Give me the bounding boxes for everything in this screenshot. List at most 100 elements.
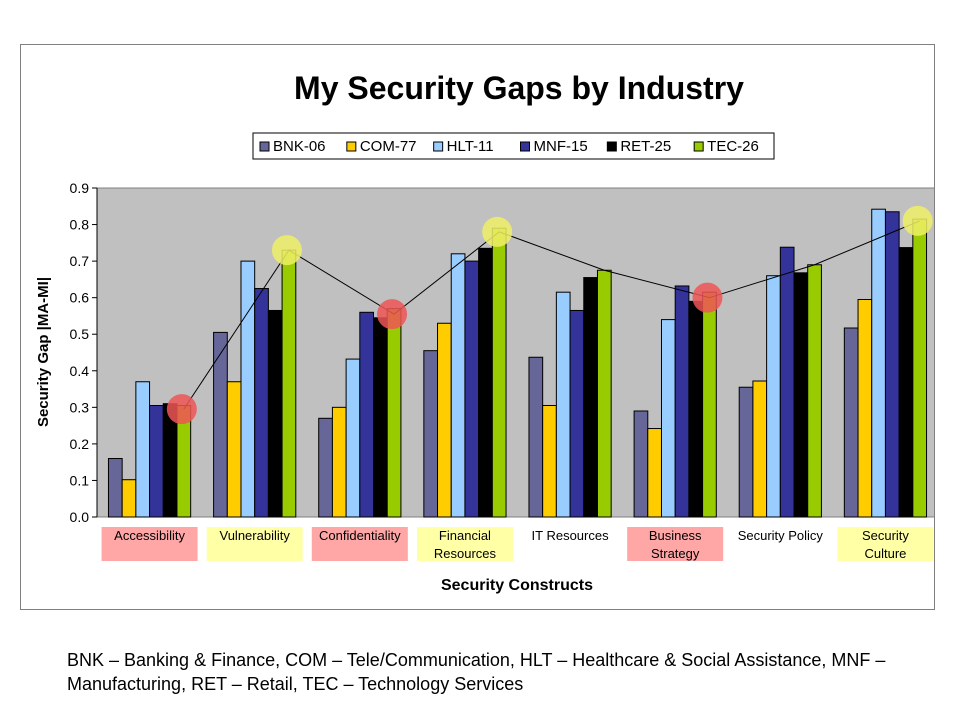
x-axis-title: Security Constructs xyxy=(441,577,593,594)
bar-hlt-11 xyxy=(240,260,256,518)
legend-label: BNK-06 xyxy=(273,138,326,155)
bar-bnk-06 xyxy=(528,356,544,518)
bar-bnk-06 xyxy=(843,327,859,518)
y-tick-label: 0.3 xyxy=(70,399,90,415)
bar-bnk-06 xyxy=(318,417,333,518)
chart-frame: My Security Gaps by Industry BNK-06 COM-7… xyxy=(20,44,935,610)
category-label: Strategy xyxy=(651,546,700,561)
y-tick-label: 0.0 xyxy=(70,509,90,525)
category-label: IT Resources xyxy=(532,528,610,543)
bar-mnf-15 xyxy=(674,285,690,518)
trend-polyline xyxy=(183,220,920,410)
bar-ret-25 xyxy=(898,247,914,518)
bar-ret-25 xyxy=(373,317,388,518)
bar-tec-26 xyxy=(386,308,402,518)
legend-swatch xyxy=(259,141,270,152)
legend-box xyxy=(252,132,775,160)
bar-tec-26 xyxy=(807,264,822,518)
category-label: Security xyxy=(862,528,909,543)
category-highlight-red xyxy=(627,527,724,561)
y-tick-label: 0.6 xyxy=(70,290,90,306)
bar-tec-26 xyxy=(281,249,297,518)
category-label: Resources xyxy=(434,546,497,561)
trend-marker-red xyxy=(377,299,408,330)
bar-mnf-15 xyxy=(254,288,269,518)
bar-com-77 xyxy=(226,381,242,518)
bar-com-77 xyxy=(542,405,557,518)
legend: BNK-06 COM-77 HLT-11 MNF-15 RET-25 TEC-26 xyxy=(252,132,775,160)
bar-com-77 xyxy=(647,428,662,518)
category-label: Confidentiality xyxy=(319,528,401,543)
y-axis-title: Security Gap |MA-MI| xyxy=(35,277,52,427)
bar-hlt-11 xyxy=(660,319,676,518)
category-label: Accessibility xyxy=(114,528,185,543)
bar-mnf-15 xyxy=(779,246,795,518)
bar-com-77 xyxy=(752,380,768,518)
legend-swatch xyxy=(433,141,444,152)
bar-bnk-06 xyxy=(423,350,439,518)
bar-tec-26 xyxy=(596,269,612,518)
bar-hlt-11 xyxy=(871,208,886,518)
bar-hlt-11 xyxy=(555,291,571,518)
category-label: Financial xyxy=(439,528,491,543)
bar-ret-25 xyxy=(478,247,493,518)
bar-mnf-15 xyxy=(149,405,164,518)
bar-com-77 xyxy=(331,406,347,518)
bar-tec-26 xyxy=(491,227,507,518)
y-tick-label: 0.5 xyxy=(70,326,90,342)
category-label: Business xyxy=(649,528,702,543)
trend-marker-yellow xyxy=(902,205,933,236)
category-highlight-yellow xyxy=(416,527,513,561)
category-label: Security Policy xyxy=(738,528,824,543)
bar-mnf-15 xyxy=(884,211,900,518)
legend-swatch xyxy=(693,141,704,152)
legend-swatch xyxy=(346,141,357,152)
y-tick-label: 0.1 xyxy=(70,472,90,488)
y-tick-label: 0.2 xyxy=(70,436,90,452)
legend-label: MNF-15 xyxy=(534,138,588,155)
bar-bnk-06 xyxy=(633,410,649,518)
bar-com-77 xyxy=(437,322,452,518)
bar-tec-26 xyxy=(912,218,928,518)
legend-label: TEC-26 xyxy=(707,138,759,155)
legend-label: RET-25 xyxy=(620,138,671,155)
bar-hlt-11 xyxy=(450,253,466,518)
trend-line xyxy=(166,205,933,425)
category-highlight-red xyxy=(311,527,408,561)
bar-mnf-15 xyxy=(569,309,585,518)
trend-marker-yellow xyxy=(482,216,513,247)
trend-marker-yellow xyxy=(271,235,302,266)
y-axis: 0.0 0.1 0.2 0.3 0.4 0.5 0.6 0.7 0.8 0.9 xyxy=(70,180,98,525)
bar-hlt-11 xyxy=(135,381,151,518)
category-highlight-yellow xyxy=(837,527,934,561)
legend-label: COM-77 xyxy=(360,138,417,155)
trend-marker-red xyxy=(166,394,197,425)
bar-chart: My Security Gaps by Industry BNK-06 COM-7… xyxy=(35,70,934,594)
legend-caption: BNK – Banking & Finance, COM – Tele/Comm… xyxy=(67,650,886,694)
category-highlight-red xyxy=(101,527,198,561)
bar-mnf-15 xyxy=(464,260,480,518)
category-label: Culture xyxy=(864,546,906,561)
bar-ret-25 xyxy=(793,272,809,518)
category-highlight-yellow xyxy=(206,527,303,561)
bar-bnk-06 xyxy=(107,458,123,518)
legend-swatch xyxy=(520,141,530,152)
category-label: Vulnerability xyxy=(220,528,291,543)
bar-com-77 xyxy=(857,298,873,518)
y-tick-label: 0.4 xyxy=(70,363,90,379)
bar-bnk-06 xyxy=(213,331,228,518)
bar-ret-25 xyxy=(688,300,704,518)
bar-bnk-06 xyxy=(738,386,754,518)
x-axis-labels: Accessibility Vulnerability Confidentialit… xyxy=(101,527,934,561)
bar-tec-26 xyxy=(702,291,717,518)
bar-mnf-15 xyxy=(359,311,375,518)
legend-label: HLT-11 xyxy=(447,138,494,155)
bar-hlt-11 xyxy=(766,275,781,518)
bar-hlt-11 xyxy=(345,358,361,518)
y-tick-label: 0.9 xyxy=(70,180,90,196)
y-tick-label: 0.8 xyxy=(70,217,90,233)
y-tick-label: 0.7 xyxy=(70,253,90,269)
trend-marker-red xyxy=(692,282,723,313)
bar-ret-25 xyxy=(267,309,283,518)
legend-swatch xyxy=(606,141,617,152)
